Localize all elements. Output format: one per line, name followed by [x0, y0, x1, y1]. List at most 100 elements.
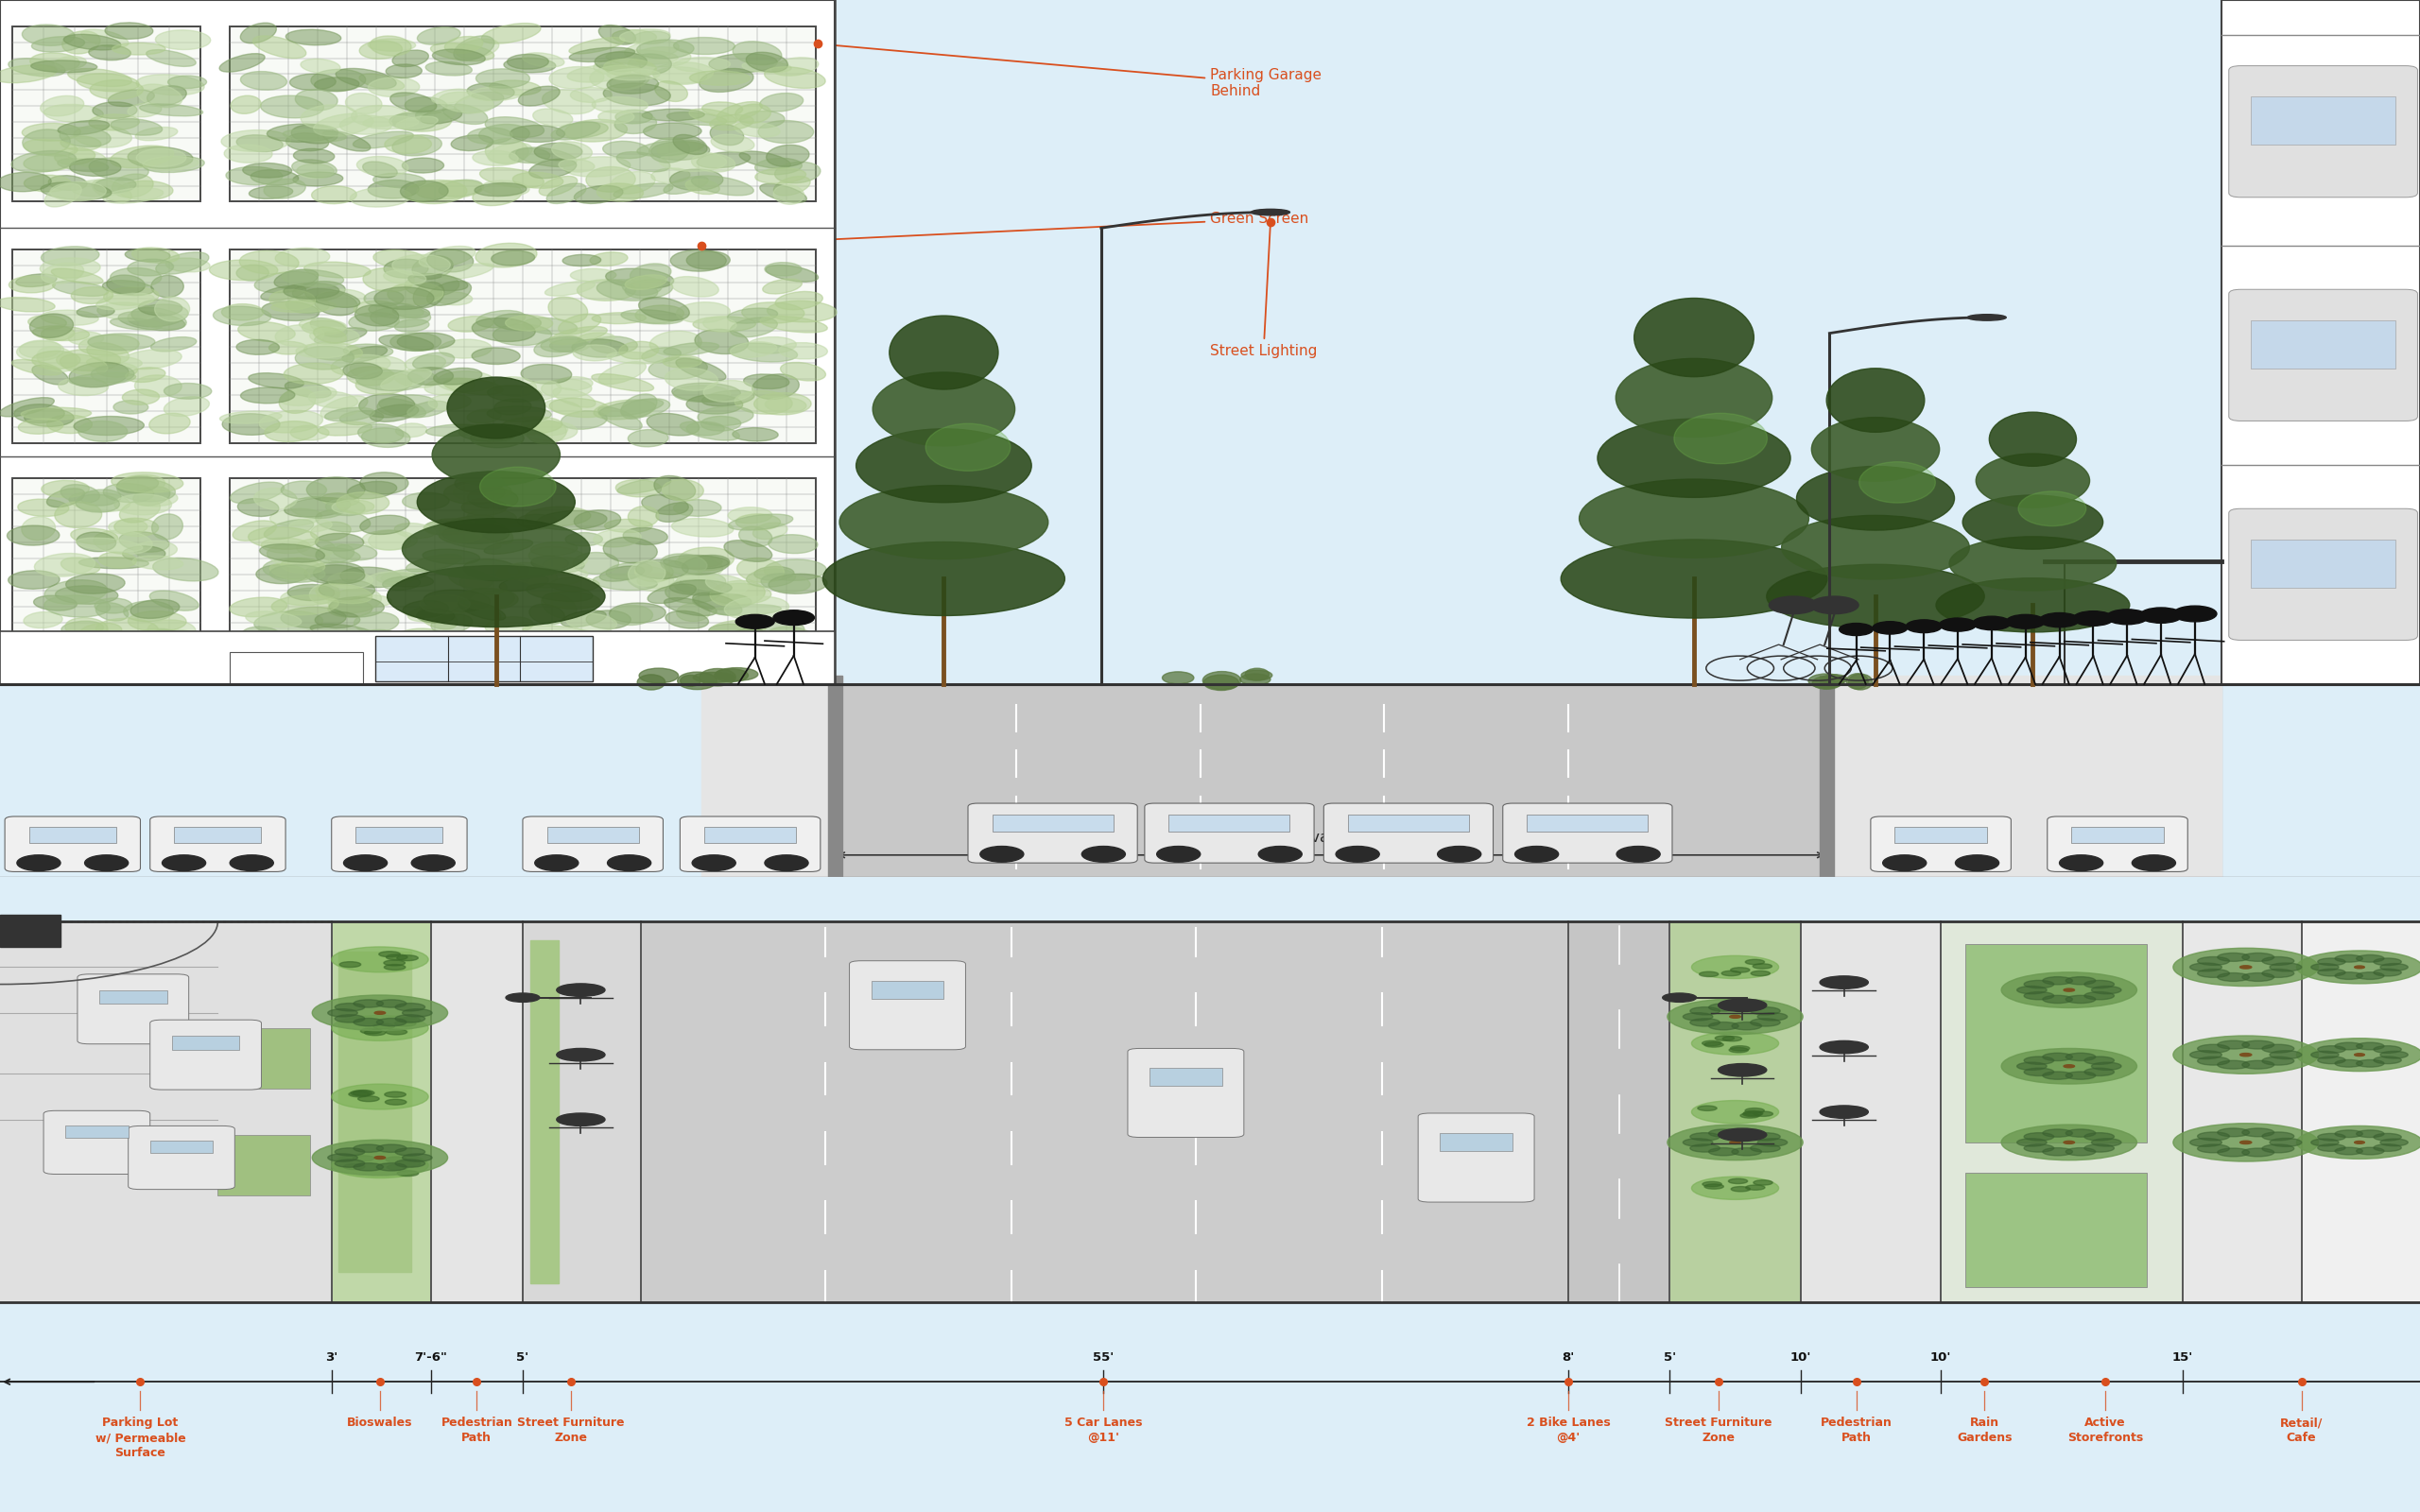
- Ellipse shape: [598, 280, 658, 301]
- Ellipse shape: [716, 101, 762, 122]
- FancyBboxPatch shape: [1503, 803, 1672, 863]
- Ellipse shape: [261, 538, 310, 553]
- Ellipse shape: [368, 180, 419, 198]
- Ellipse shape: [424, 549, 479, 564]
- Ellipse shape: [70, 528, 119, 544]
- Circle shape: [1839, 623, 1873, 635]
- Circle shape: [2263, 969, 2294, 977]
- Ellipse shape: [424, 378, 474, 395]
- Ellipse shape: [506, 316, 552, 331]
- Ellipse shape: [237, 135, 283, 151]
- Ellipse shape: [392, 629, 448, 653]
- Ellipse shape: [542, 89, 595, 113]
- Ellipse shape: [535, 646, 576, 661]
- Ellipse shape: [116, 476, 157, 493]
- Circle shape: [1704, 1184, 1723, 1188]
- Ellipse shape: [368, 39, 416, 51]
- Ellipse shape: [569, 38, 624, 54]
- Ellipse shape: [307, 392, 358, 408]
- Ellipse shape: [281, 606, 346, 627]
- Ellipse shape: [1963, 494, 2103, 549]
- Ellipse shape: [547, 183, 586, 204]
- Ellipse shape: [70, 363, 128, 387]
- Ellipse shape: [646, 413, 699, 435]
- Ellipse shape: [891, 316, 999, 390]
- Ellipse shape: [479, 650, 532, 667]
- Ellipse shape: [138, 85, 182, 107]
- Bar: [1440, 1132, 1512, 1151]
- Ellipse shape: [128, 611, 186, 632]
- Ellipse shape: [518, 86, 559, 106]
- Ellipse shape: [649, 331, 702, 355]
- Circle shape: [1699, 972, 1718, 977]
- Ellipse shape: [656, 82, 687, 101]
- Ellipse shape: [760, 94, 803, 112]
- Ellipse shape: [697, 407, 753, 426]
- Ellipse shape: [501, 417, 561, 434]
- Circle shape: [2173, 606, 2217, 621]
- Circle shape: [2355, 966, 2364, 969]
- Ellipse shape: [31, 36, 85, 51]
- Ellipse shape: [361, 472, 409, 494]
- Circle shape: [2001, 972, 2137, 1009]
- FancyBboxPatch shape: [2229, 508, 2418, 640]
- Ellipse shape: [348, 640, 416, 662]
- Ellipse shape: [755, 393, 811, 414]
- Ellipse shape: [225, 166, 283, 184]
- Ellipse shape: [315, 612, 361, 627]
- Circle shape: [2263, 957, 2294, 965]
- Ellipse shape: [22, 130, 70, 154]
- Circle shape: [2318, 1046, 2345, 1052]
- Ellipse shape: [290, 425, 329, 440]
- Ellipse shape: [254, 611, 322, 634]
- Ellipse shape: [317, 547, 361, 562]
- Ellipse shape: [281, 588, 339, 605]
- Bar: [1670, 921, 1800, 1302]
- Ellipse shape: [443, 525, 508, 544]
- Ellipse shape: [477, 70, 530, 88]
- Ellipse shape: [404, 180, 467, 204]
- Circle shape: [327, 1154, 358, 1161]
- Ellipse shape: [358, 423, 404, 443]
- FancyBboxPatch shape: [2229, 65, 2418, 197]
- FancyBboxPatch shape: [1418, 1113, 1534, 1202]
- Circle shape: [394, 1160, 426, 1167]
- Circle shape: [399, 1018, 421, 1022]
- Ellipse shape: [230, 597, 288, 617]
- Circle shape: [1721, 971, 1740, 975]
- Ellipse shape: [774, 162, 820, 183]
- Circle shape: [378, 1018, 407, 1027]
- Ellipse shape: [368, 531, 411, 550]
- Ellipse shape: [63, 35, 121, 50]
- Circle shape: [1718, 1063, 1767, 1077]
- Ellipse shape: [119, 532, 169, 552]
- Ellipse shape: [634, 305, 685, 324]
- Ellipse shape: [1989, 413, 2076, 466]
- Ellipse shape: [520, 364, 571, 384]
- Ellipse shape: [269, 342, 307, 354]
- Ellipse shape: [278, 389, 315, 413]
- Circle shape: [1754, 1111, 1774, 1116]
- Ellipse shape: [70, 287, 114, 304]
- Ellipse shape: [363, 162, 397, 177]
- Ellipse shape: [472, 184, 523, 206]
- Ellipse shape: [426, 425, 482, 437]
- Ellipse shape: [136, 127, 177, 141]
- Circle shape: [1718, 999, 1767, 1012]
- Ellipse shape: [566, 614, 617, 632]
- Ellipse shape: [530, 541, 578, 556]
- Ellipse shape: [658, 151, 726, 171]
- Circle shape: [387, 954, 407, 960]
- Circle shape: [2190, 1139, 2222, 1146]
- Circle shape: [2064, 1064, 2074, 1067]
- Ellipse shape: [460, 425, 515, 442]
- Circle shape: [2335, 1148, 2362, 1155]
- Ellipse shape: [615, 479, 661, 497]
- Ellipse shape: [1580, 479, 1808, 558]
- Ellipse shape: [477, 310, 525, 328]
- Ellipse shape: [653, 476, 695, 500]
- Circle shape: [2318, 1134, 2345, 1140]
- Ellipse shape: [414, 283, 445, 307]
- Circle shape: [2074, 611, 2113, 626]
- Circle shape: [2173, 1036, 2318, 1074]
